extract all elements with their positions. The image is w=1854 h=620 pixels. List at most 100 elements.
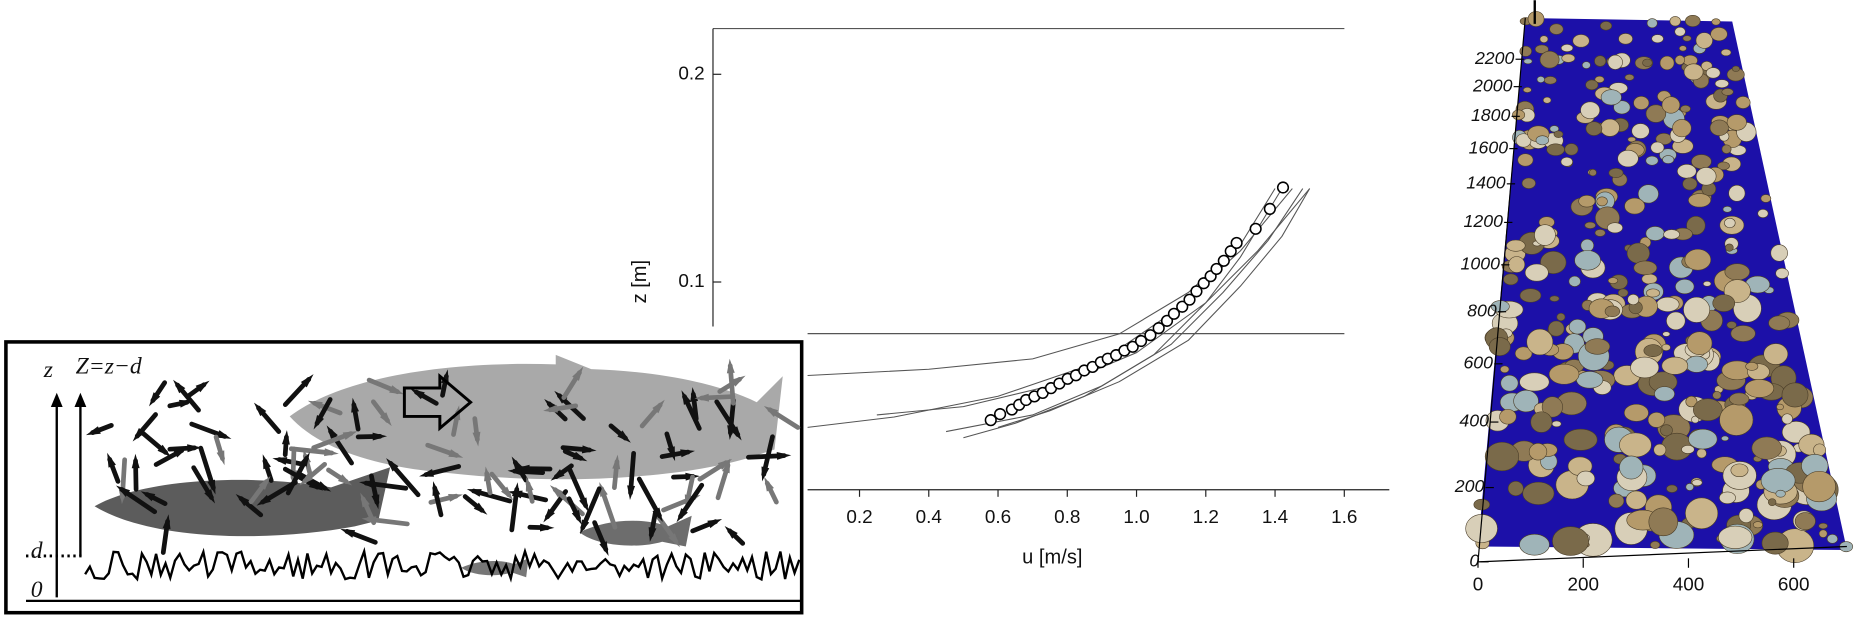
rock xyxy=(1646,288,1660,298)
flow-arrowhead xyxy=(410,388,425,400)
rock xyxy=(1607,277,1619,284)
rock xyxy=(1619,455,1644,480)
rock xyxy=(1730,325,1756,342)
rock xyxy=(1751,436,1782,460)
rock xyxy=(1564,143,1579,156)
flow-arrowhead xyxy=(262,454,271,470)
velocity-profile-chart: u [m/s] z [m] 0.2 0.4 0.6 0.8 1.0 1.2 1.4 1.6 0.… xyxy=(629,27,1390,569)
bed-y-tick-label: 1200 xyxy=(1464,211,1504,231)
flow-arrowhead xyxy=(340,528,356,538)
rock xyxy=(1761,531,1789,555)
flow-arrowhead xyxy=(389,385,404,395)
flow-arrowhead xyxy=(281,430,290,445)
flow-arrowhead xyxy=(581,445,597,454)
rock xyxy=(1507,480,1524,497)
data-point xyxy=(1230,236,1243,250)
x-tick-label: 0.2 xyxy=(846,507,872,528)
rock xyxy=(1515,133,1532,148)
z-label: z xyxy=(43,357,53,383)
rock xyxy=(1585,79,1599,91)
flow-arrowhead xyxy=(187,444,202,453)
bed-x-axis xyxy=(1477,545,1847,563)
rock xyxy=(1548,363,1580,385)
y-tick-label: 0.1 xyxy=(678,271,704,292)
bed-y-axis xyxy=(1477,17,1526,562)
bed-surface-plot: 0200400600800100012001400160018002000220… xyxy=(1454,0,1854,595)
rock xyxy=(1556,312,1566,322)
rock xyxy=(1650,141,1665,154)
flow-arrowhead xyxy=(599,482,608,497)
rock xyxy=(1543,76,1557,85)
rock xyxy=(1693,398,1723,422)
rock xyxy=(1549,23,1564,35)
flow-arrowhead xyxy=(351,397,360,413)
rock xyxy=(1731,65,1740,72)
flow-arrowhead xyxy=(726,358,735,374)
flow-arrowhead xyxy=(207,479,216,495)
rock xyxy=(1643,344,1663,358)
rock xyxy=(1659,55,1675,71)
rock xyxy=(1661,356,1689,375)
rock xyxy=(1686,216,1706,236)
rock xyxy=(1600,89,1622,106)
rock xyxy=(1724,263,1750,281)
rock xyxy=(1646,18,1658,29)
flow-arrowhead xyxy=(316,481,332,492)
rock xyxy=(1691,415,1700,424)
rock xyxy=(1519,372,1550,392)
data-point xyxy=(1183,293,1196,306)
rock xyxy=(1514,346,1533,361)
flow-arrowhead xyxy=(173,379,186,394)
rock xyxy=(1729,392,1750,406)
flow-arrowhead xyxy=(299,452,310,467)
flow-arrowhead xyxy=(466,489,482,497)
flow-arrowhead xyxy=(337,474,353,486)
rock xyxy=(1744,379,1775,398)
data-point xyxy=(994,408,1007,421)
rock xyxy=(1684,248,1712,271)
flow-arrowhead xyxy=(572,366,584,381)
data-point xyxy=(1197,277,1210,290)
flow-arrowhead xyxy=(554,390,568,404)
bed-y-tick-label: 400 xyxy=(1459,411,1489,431)
rock xyxy=(1763,343,1789,365)
flow-arrowhead xyxy=(360,492,370,508)
flow-arrowhead xyxy=(511,456,523,471)
flow-arrowhead xyxy=(571,509,582,525)
flow-arrowhead xyxy=(652,399,665,414)
data-point xyxy=(1126,340,1139,353)
rock xyxy=(1688,428,1718,450)
bed-y-tick-label: 2000 xyxy=(1472,75,1513,95)
rock xyxy=(1662,155,1675,164)
rock xyxy=(1624,74,1635,81)
flow-arrowhead xyxy=(216,430,232,439)
rock xyxy=(1568,275,1581,287)
rock xyxy=(1521,177,1536,189)
rock xyxy=(1563,428,1598,451)
rock xyxy=(1718,525,1753,550)
rock xyxy=(1631,123,1650,139)
flow-arrowhead xyxy=(258,476,271,490)
x-tick-label: 0.4 xyxy=(916,507,942,528)
rock xyxy=(1691,479,1703,487)
flow-arrowhead xyxy=(148,392,161,407)
data-point xyxy=(1176,300,1189,313)
rock xyxy=(1738,508,1754,523)
rock xyxy=(1768,315,1791,331)
rock xyxy=(1721,144,1732,154)
rock xyxy=(1617,288,1629,298)
rock xyxy=(1578,195,1596,208)
rock xyxy=(1802,470,1836,503)
flow-arrowhead xyxy=(539,523,555,532)
rock xyxy=(1594,229,1606,237)
x-tick-label: 1.4 xyxy=(1262,507,1288,528)
x-tick-label: 1.6 xyxy=(1331,507,1357,528)
rock xyxy=(1645,104,1667,123)
rock xyxy=(1589,168,1597,177)
rock xyxy=(1712,391,1722,400)
data-point xyxy=(1263,202,1276,215)
rock xyxy=(1710,27,1728,42)
flow-arrowhead xyxy=(235,494,250,507)
flow-arrowhead xyxy=(448,494,464,502)
rock xyxy=(1508,256,1526,273)
